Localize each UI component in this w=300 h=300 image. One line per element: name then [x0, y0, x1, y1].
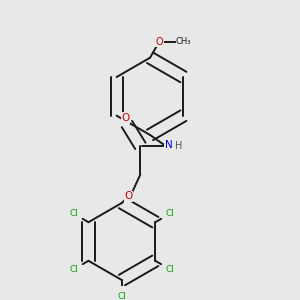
Text: O: O [155, 37, 163, 47]
Text: O: O [124, 191, 133, 201]
Text: Cl: Cl [165, 265, 174, 274]
Text: Cl: Cl [118, 292, 126, 300]
Text: Cl: Cl [165, 209, 174, 218]
Text: O: O [121, 113, 129, 123]
Text: Cl: Cl [70, 209, 78, 218]
Text: N: N [165, 140, 173, 150]
Text: CH₃: CH₃ [176, 37, 191, 46]
Text: Cl: Cl [70, 265, 78, 274]
Text: H: H [175, 140, 183, 151]
